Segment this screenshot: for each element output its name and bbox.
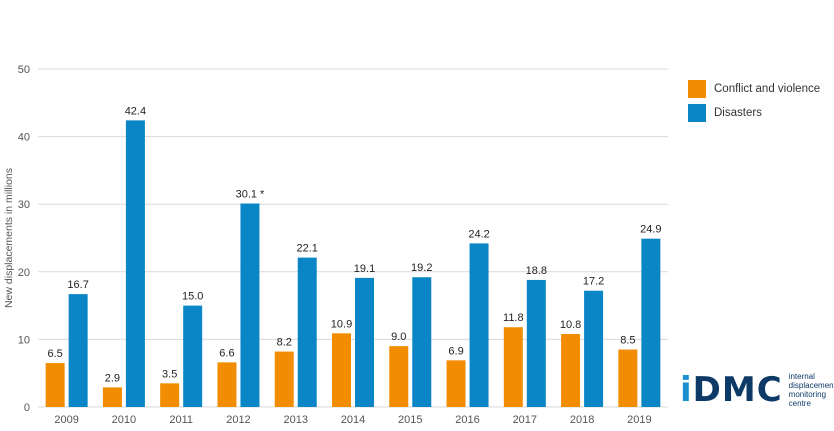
- x-tick-label: 2015: [398, 414, 422, 426]
- x-tick-label: 2017: [513, 414, 537, 426]
- y-tick-label: 40: [18, 132, 30, 144]
- data-label-disasters: 19.2: [411, 262, 432, 274]
- legend-swatch-disasters: [688, 104, 706, 122]
- bar-conflict: [618, 349, 638, 407]
- bar-disasters: [469, 243, 489, 407]
- idmc-logo-text: internal displacement monitoring centre: [788, 372, 834, 408]
- bar-conflict: [102, 387, 122, 407]
- x-tick-label: 2012: [226, 414, 250, 426]
- bar-disasters: [68, 294, 88, 407]
- x-tick-label: 2014: [341, 414, 365, 426]
- bar-conflict: [503, 327, 523, 407]
- data-label-disasters: 16.7: [67, 279, 88, 291]
- y-tick-label: 30: [18, 199, 30, 211]
- bar-conflict: [446, 360, 466, 407]
- data-label-conflict: 10.9: [331, 318, 352, 330]
- legend-label-disasters: Disasters: [714, 107, 762, 119]
- data-label-conflict: 11.8: [503, 312, 524, 324]
- bar-conflict: [561, 333, 581, 407]
- data-label-disasters: 18.8: [526, 265, 547, 277]
- bar-conflict: [160, 383, 180, 407]
- bar-conflict: [274, 351, 294, 407]
- y-tick-label: 0: [24, 402, 30, 414]
- x-tick-label: 2009: [54, 414, 78, 426]
- data-label-conflict: 10.8: [560, 319, 581, 331]
- legend-item-disasters: Disasters: [688, 102, 820, 124]
- y-axis-label: New displacements in millions: [3, 168, 15, 308]
- legend: Conflict and violence Disasters: [688, 78, 820, 126]
- y-tick-label: 50: [18, 64, 30, 76]
- x-tick-label: 2010: [112, 414, 136, 426]
- bar-conflict: [332, 333, 351, 407]
- data-label-conflict: 8.5: [620, 335, 635, 347]
- legend-label-conflict: Conflict and violence: [714, 83, 821, 95]
- x-tick-label: 2016: [455, 414, 479, 426]
- bar-conflict: [217, 362, 237, 407]
- x-tick-label: 2011: [169, 414, 193, 426]
- data-label-disasters: 15.0: [182, 291, 203, 303]
- y-tick-label: 10: [18, 334, 30, 346]
- data-label-disasters: 19.1: [354, 263, 375, 275]
- data-label-conflict: 3.5: [162, 368, 177, 380]
- data-label-conflict: 6.9: [448, 345, 463, 357]
- bar-disasters: [526, 279, 546, 407]
- legend-swatch-conflict: [688, 80, 706, 98]
- idmc-logo-mark: iDMC: [680, 370, 783, 410]
- x-tick-label: 2019: [627, 414, 651, 426]
- y-tick-label: 20: [18, 267, 30, 279]
- bar-disasters: [297, 257, 317, 407]
- legend-item-conflict: Conflict and violence: [688, 78, 820, 100]
- data-label-disasters: 24.9: [640, 224, 661, 236]
- bar-disasters: [412, 277, 432, 407]
- bar-disasters: [584, 290, 604, 407]
- data-label-disasters: 22.1: [297, 243, 318, 255]
- data-label-disasters: 24.2: [468, 228, 489, 240]
- bar-conflict: [389, 346, 409, 407]
- bar-disasters: [641, 238, 661, 407]
- bar-disasters: [125, 120, 145, 407]
- x-tick-label: 2018: [570, 414, 594, 426]
- bar-disasters: [240, 203, 260, 407]
- bar-conflict: [45, 363, 65, 407]
- bar-disasters: [355, 277, 374, 407]
- data-label-disasters: 17.2: [583, 276, 604, 288]
- data-label-conflict: 9.0: [391, 331, 406, 343]
- data-label-conflict: 2.9: [105, 372, 120, 384]
- data-label-conflict: 6.5: [47, 348, 62, 360]
- x-tick-label: 2013: [283, 414, 307, 426]
- idmc-logo: iDMC internal displacement monitoring ce…: [680, 372, 834, 408]
- data-label-conflict: 8.2: [277, 337, 292, 349]
- bar-disasters: [183, 305, 203, 407]
- data-label-disasters: 30.1 *: [236, 189, 265, 201]
- data-label-disasters: 42.4: [125, 105, 146, 117]
- data-label-conflict: 6.6: [219, 347, 234, 359]
